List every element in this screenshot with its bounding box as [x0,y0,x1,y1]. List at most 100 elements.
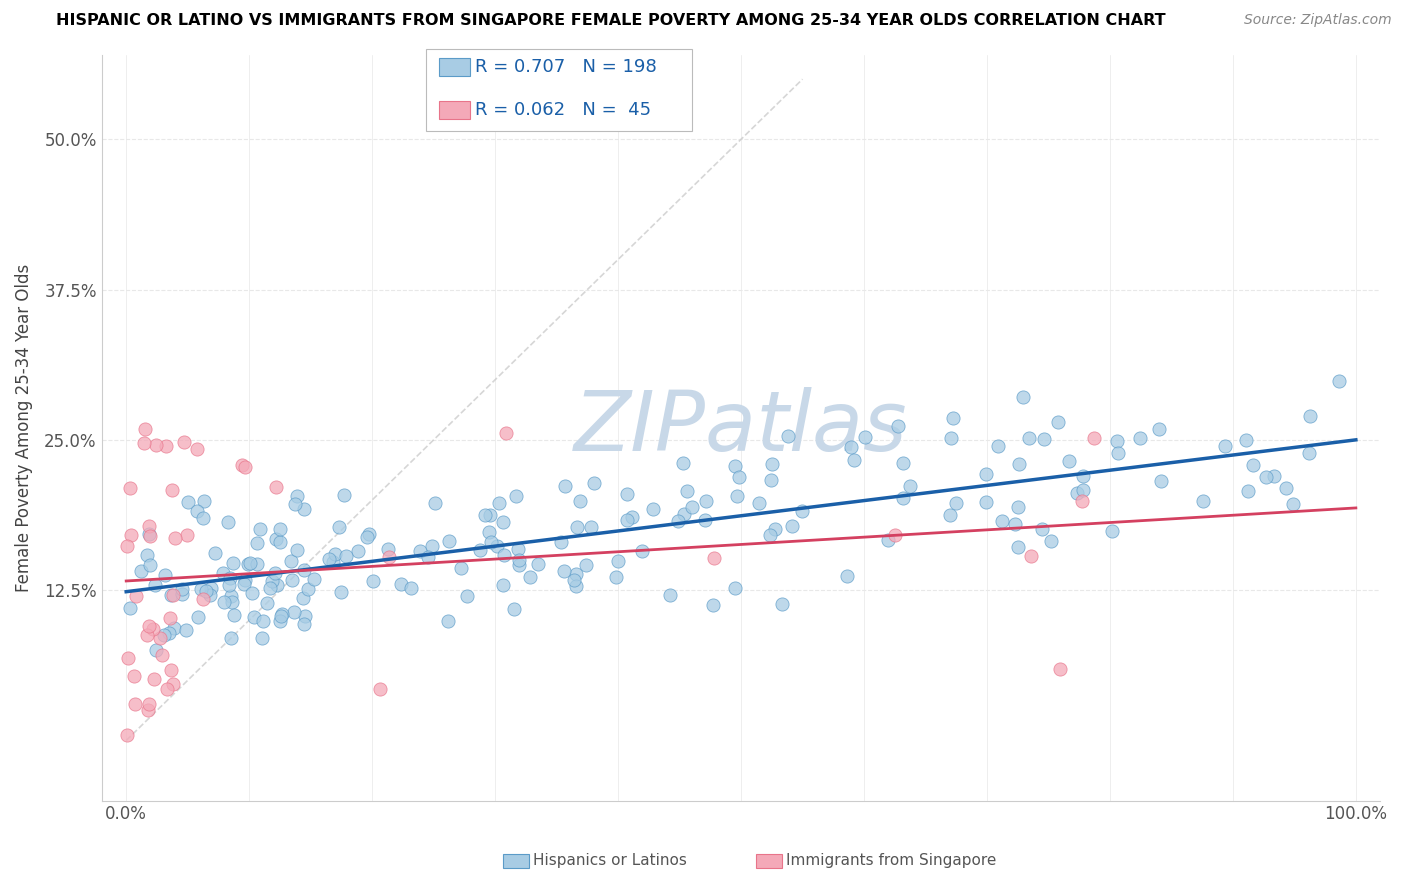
Point [117,728,139,742]
Point [898,479,921,493]
Point [135,548,157,562]
Point [1298,409,1320,423]
Point [479,534,502,549]
Point [211,566,233,581]
Point [134,422,156,436]
Point [280,554,302,568]
Point [239,556,262,570]
Point [160,483,183,497]
Point [486,539,509,553]
Point [323,547,346,561]
Point [1263,469,1285,483]
Point [219,589,242,603]
Point [219,571,242,585]
Point [263,566,285,581]
Point [945,496,967,510]
Point [284,497,307,511]
Point [142,672,165,686]
Point [187,610,209,624]
Point [186,504,208,518]
Point [1066,486,1088,500]
Point [565,579,588,593]
Point [1057,454,1080,468]
Point [842,453,865,467]
Point [322,555,344,569]
Point [835,569,858,583]
Point [318,552,340,566]
Point [269,534,291,549]
Point [550,535,572,549]
Point [436,615,458,629]
Point [132,435,155,450]
Point [492,578,515,592]
Point [658,588,681,602]
Point [125,590,148,604]
Point [673,507,696,521]
Point [129,565,152,579]
Point [574,558,596,573]
Point [1101,524,1123,538]
Text: Hispanics or Latinos: Hispanics or Latinos [533,854,686,868]
Point [703,550,725,565]
Point [621,510,644,524]
Point [643,501,665,516]
Point [1149,422,1171,436]
Point [672,456,695,470]
Point [565,520,588,534]
Point [1327,374,1350,388]
Point [356,530,378,544]
Point [246,536,269,550]
Point [297,582,319,596]
Point [193,591,215,606]
Point [938,508,960,523]
Point [1007,541,1029,555]
Point [330,585,353,599]
Point [478,524,501,539]
Point [582,476,605,491]
Point [157,625,180,640]
Point [974,495,997,509]
Point [160,588,183,602]
Point [347,544,370,558]
Point [233,459,256,474]
Point [145,643,167,657]
Point [294,608,316,623]
Point [194,583,217,598]
Point [246,557,269,571]
Point [1149,474,1171,488]
Text: ZIPatlas: ZIPatlas [574,387,908,468]
Point [186,442,208,457]
Point [120,600,142,615]
Point [219,631,242,645]
Point [159,663,181,677]
Point [138,519,160,533]
Point [357,527,380,541]
Point [389,577,412,591]
Point [607,554,630,568]
Point [177,495,200,509]
Point [149,632,172,646]
Point [508,553,530,567]
Point [761,457,783,471]
Point [240,586,263,600]
Point [630,544,652,558]
Point [138,697,160,711]
Point [124,698,146,712]
Point [991,514,1014,528]
Point [269,614,291,628]
Point [156,681,179,696]
Point [292,616,315,631]
Point [666,514,689,528]
Point [292,591,315,605]
Point [1237,483,1260,498]
Point [724,581,747,595]
Point [839,440,862,454]
Point [976,467,998,481]
Point [117,539,139,553]
Point [725,489,748,503]
Point [361,574,384,588]
Point [474,508,496,523]
Point [765,522,787,536]
Point [162,588,184,602]
Point [886,419,908,434]
